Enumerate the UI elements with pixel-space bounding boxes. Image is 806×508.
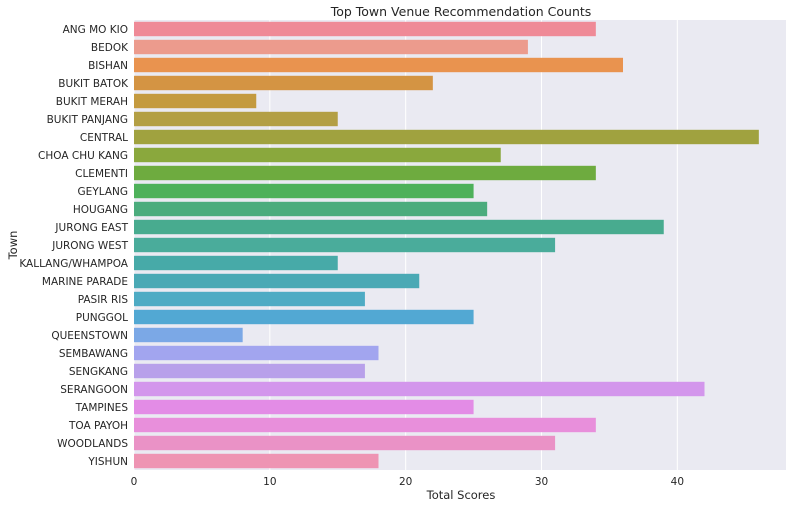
y-tick-label: ANG MO KIO [63,24,128,36]
y-tick-label: BEDOK [91,42,129,54]
bar-choa-chu-kang [134,147,501,163]
y-tick-label: QUEENSTOWN [51,330,128,342]
x-tick-label: 10 [263,476,276,488]
y-tick-label: SEMBAWANG [59,348,128,360]
bar-bukit-panjang [134,111,338,127]
bar-kallang-whampoa [134,255,338,271]
x-axis-title: Total Scores [426,488,496,502]
bar-queenstown [134,327,243,343]
x-tick-label: 0 [131,476,138,488]
y-tick-label: CENTRAL [80,132,128,144]
bar-punggol [134,309,474,325]
bar-jurong-east [134,219,664,235]
bar-clementi [134,165,596,181]
y-tick-label: BISHAN [88,60,128,72]
x-tick-label: 20 [399,476,412,488]
bar-pasir-ris [134,291,365,307]
y-tick-label: PASIR RIS [78,294,129,306]
x-tick-label: 30 [535,476,548,488]
x-tick-labels: 0 10 20 30 40 [131,476,684,488]
bar-bukit-batok [134,75,433,91]
y-axis-title: Town [6,231,20,261]
bar-yishun [134,453,379,469]
y-tick-label: JURONG WEST [51,240,128,252]
bar-tampines [134,399,474,415]
bar-sembawang [134,345,379,361]
bar-serangoon [134,381,705,397]
bar-jurong-west [134,237,556,253]
y-tick-label: CLEMENTI [75,168,128,180]
y-tick-labels: ANG MO KIO BEDOK BISHAN BUKIT BATOK BUKIT ME… [19,24,129,468]
y-tick-label: BUKIT PANJANG [47,114,128,126]
y-tick-label: HOUGANG [73,204,128,216]
y-tick-label: BUKIT MERAH [56,96,128,108]
y-tick-label: SENGKANG [69,366,128,378]
y-tick-label: JURONG EAST [54,222,128,234]
chart-title: Top Town Venue Recommendation Counts [330,4,592,19]
y-tick-label: TOA PAYOH [68,420,128,432]
y-tick-label: BUKIT BATOK [58,78,129,90]
y-tick-label: SERANGOON [60,384,128,396]
y-tick-label: YISHUN [87,456,128,468]
y-tick-label: TAMPINES [75,402,129,414]
bar-toa-payoh [134,417,596,433]
bar-ang-mo-kio [134,21,596,37]
y-tick-label: GEYLANG [78,186,128,198]
y-tick-label: WOODLANDS [57,438,128,450]
bar-bishan [134,57,623,73]
y-tick-label: CHOA CHU KANG [38,150,128,162]
bar-bukit-merah [134,93,257,109]
bar-geylang [134,183,474,199]
y-tick-label: KALLANG/WHAMPOA [19,258,128,270]
bars [134,21,759,469]
bar-hougang [134,201,488,217]
bar-bedok [134,39,528,55]
x-tick-label: 40 [671,476,684,488]
bar-central [134,129,759,145]
y-tick-label: MARINE PARADE [42,276,128,288]
bar-marine-parade [134,273,420,289]
bar-sengkang [134,363,365,379]
y-tick-label: PUNGGOL [76,312,128,324]
bar-woodlands [134,435,556,451]
